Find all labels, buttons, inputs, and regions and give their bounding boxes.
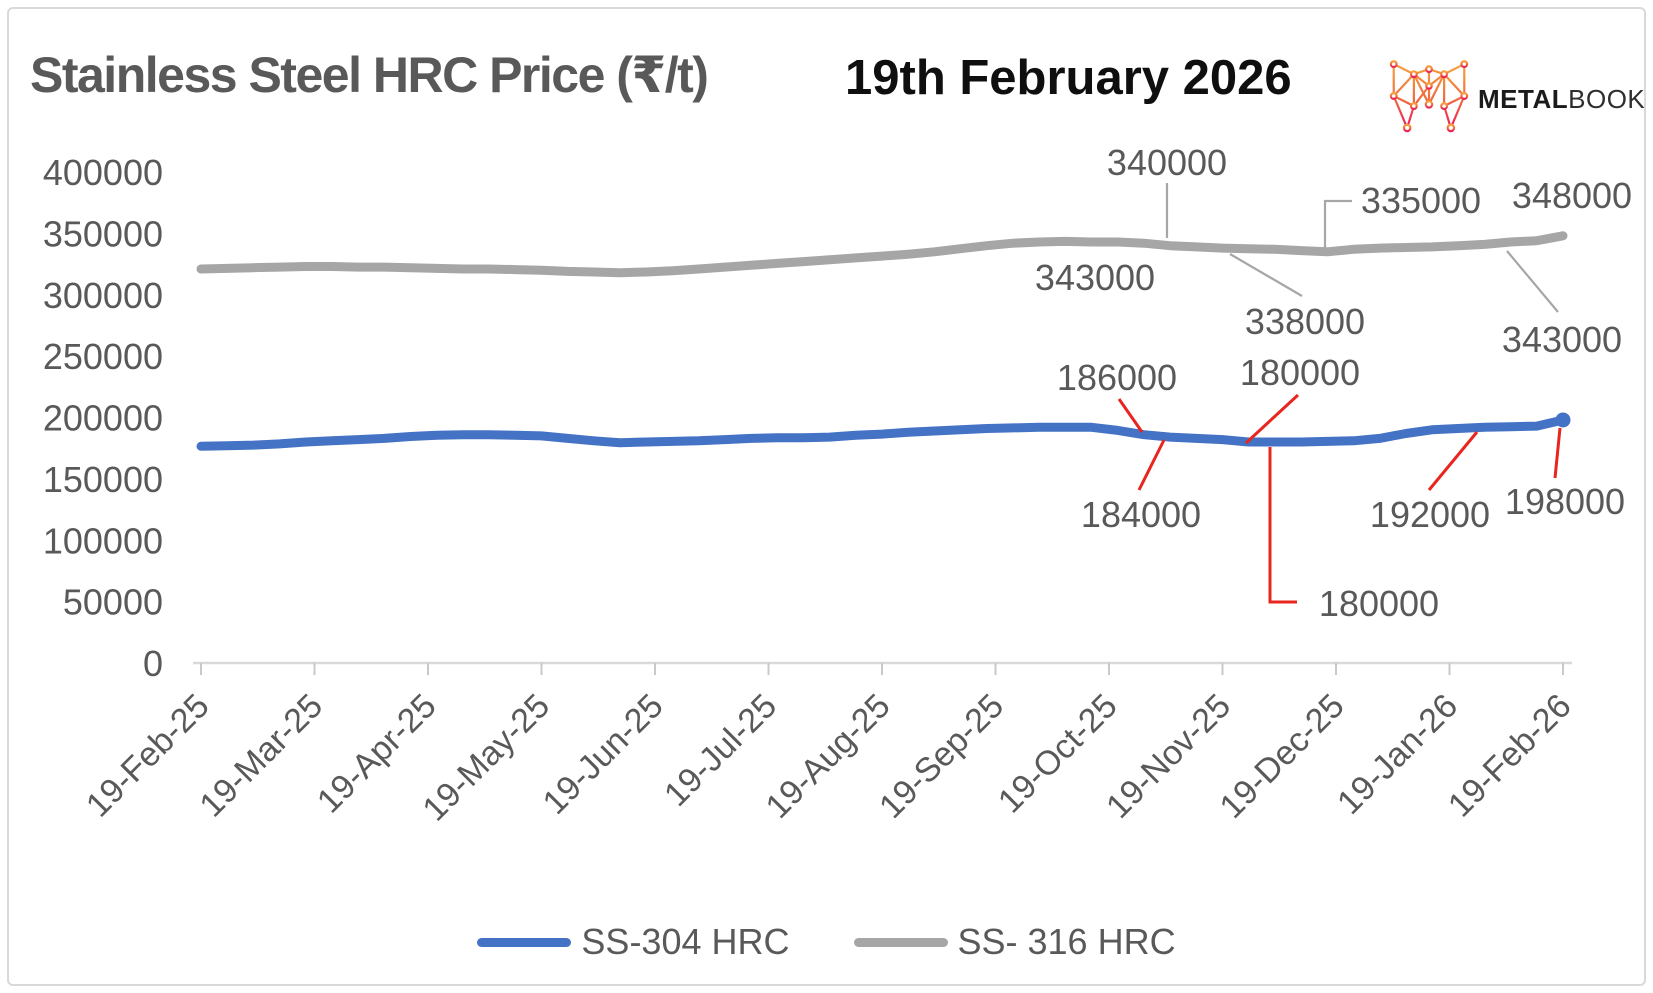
legend-item-ss316: SS- 316 HRC — [853, 921, 1176, 963]
y-tick-label: 350000 — [43, 213, 163, 254]
annotation-leader-180000 — [1268, 447, 1297, 604]
annotation-label-186000: 186000 — [1057, 357, 1177, 398]
y-tick-label: 0 — [143, 643, 163, 684]
legend-item-ss304: SS-304 HRC — [477, 921, 790, 963]
y-tick-label: 250000 — [43, 336, 163, 377]
logo-text-metal: METAL — [1478, 84, 1569, 114]
annotation-label-198000: 198000 — [1505, 481, 1625, 522]
chart-title: Stainless Steel HRC Price (₹/t) — [30, 47, 709, 103]
y-tick-label: 300000 — [43, 275, 163, 316]
y-tick-label: 150000 — [43, 459, 163, 500]
series-line-ss316 — [196, 231, 1568, 278]
annotation-label-343000: 343000 — [1035, 257, 1155, 298]
metalbook-logo-icon — [1389, 60, 1469, 133]
annotation-leader-338000 — [1229, 253, 1303, 297]
legend-label-ss316: SS- 316 HRC — [957, 921, 1176, 962]
annotation-leader-186000 — [1117, 398, 1144, 433]
annotation-label-343000: 343000 — [1502, 319, 1622, 360]
x-tick-label: 19-Jun-25 — [536, 687, 671, 822]
annotation-label-335000: 335000 — [1361, 180, 1481, 221]
annotation-labels: 343000 340000 338000 335000 343000 348000 1860… — [1035, 142, 1632, 624]
chart-legend: SS-304 HRC SS- 316 HRC — [0, 916, 1653, 968]
logo-text-book: BOOK — [1568, 84, 1646, 114]
y-tick-label: 50000 — [63, 582, 163, 623]
x-tick-label: 19-Mar-25 — [192, 687, 330, 825]
legend-swatch-ss316 — [853, 937, 948, 947]
annotation-leader-184000 — [1137, 439, 1166, 491]
x-tick-label: 19-Feb-25 — [79, 687, 217, 825]
annotation-label-180000: 180000 — [1319, 583, 1439, 624]
annotation-label-192000: 192000 — [1370, 494, 1490, 535]
annotation-label-340000: 340000 — [1107, 142, 1227, 183]
annotation-label-184000: 184000 — [1081, 494, 1201, 535]
x-axis-labels: 19-Feb-2519-Mar-2519-Apr-2519-May-2519-J… — [79, 687, 1579, 829]
ss304-endpoint-marker — [1555, 412, 1571, 428]
legend-swatch-ss304 — [477, 937, 572, 947]
annotation-label-180000: 180000 — [1240, 352, 1360, 393]
annotation-leader-192000 — [1427, 431, 1479, 491]
series-line-ss304 — [196, 415, 1568, 451]
annotation-label-338000: 338000 — [1245, 301, 1365, 342]
chart-date: 19th February 2026 — [845, 51, 1292, 105]
legend-label-ss304: SS-304 HRC — [581, 921, 790, 962]
annotation-leader-343000 — [1506, 250, 1559, 313]
x-tick-label: 19-Sep-25 — [872, 687, 1011, 826]
metalbook-logo-text: METALBOOK — [1478, 84, 1645, 115]
y-tick-label: 200000 — [43, 398, 163, 439]
annotation-leader-335000 — [1323, 199, 1352, 248]
x-axis — [193, 661, 1572, 675]
y-tick-label: 400000 — [43, 152, 163, 193]
annotation-leader-180000 — [1244, 393, 1300, 445]
annotation-leader-198000 — [1553, 427, 1562, 479]
annotation-label-348000: 348000 — [1512, 175, 1632, 216]
y-tick-label: 100000 — [43, 520, 163, 561]
y-axis-labels: 0 50000 100000 150000 200000 250000 300000 3500… — [43, 152, 163, 684]
series-lines — [196, 231, 1571, 451]
annotation-leader-lines — [1117, 183, 1562, 604]
x-tick-label: 19-Dec-25 — [1213, 687, 1352, 826]
x-tick-label: 19-Feb-26 — [1441, 687, 1579, 825]
